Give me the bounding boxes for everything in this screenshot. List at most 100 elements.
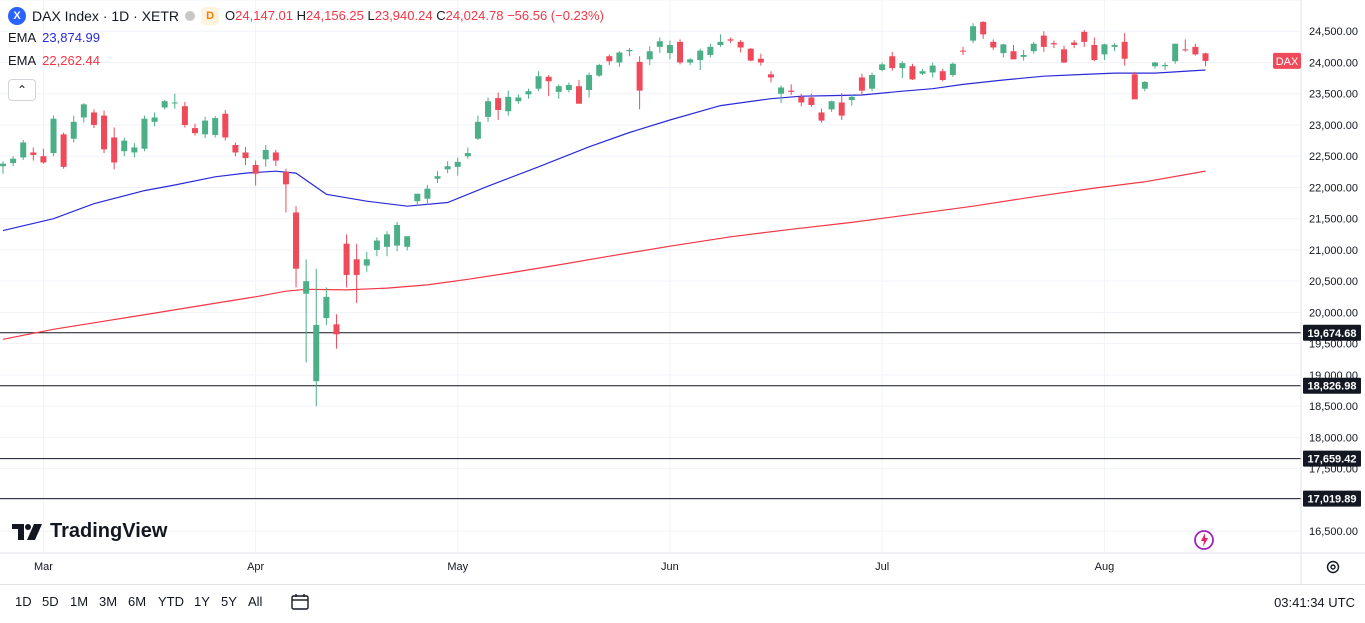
candle — [1121, 33, 1128, 66]
candle-body — [879, 64, 886, 70]
candle — [525, 88, 532, 99]
candle-body — [1000, 44, 1007, 54]
timeframe-ytd-button[interactable]: YTD — [158, 594, 184, 609]
candle — [505, 90, 512, 116]
candle-body — [80, 104, 87, 118]
price-axis[interactable]: 16,500.0017,000.0017,500.0018,000.0018,5… — [1309, 26, 1358, 538]
price-tick-label: 16,500.00 — [1309, 526, 1358, 538]
candle — [383, 231, 390, 257]
candle-body — [383, 234, 390, 247]
timeframe-6m-button[interactable]: 6M — [128, 594, 147, 609]
tradingview-logo[interactable]: TradingView — [12, 520, 167, 543]
candle-body — [636, 61, 643, 91]
price-chart[interactable]: 16,500.0017,000.0017,500.0018,000.0018,5… — [0, 0, 1365, 584]
candle — [889, 51, 896, 71]
symbol-title[interactable]: DAX Index · 1D · XETR — [32, 8, 180, 24]
candle — [869, 72, 876, 92]
ema-short-value: 23,874.99 — [42, 29, 101, 45]
ema-long-label: EMA — [8, 52, 37, 68]
candle-body — [323, 296, 330, 319]
candle-body — [697, 50, 704, 60]
candle — [363, 251, 370, 272]
candle — [50, 115, 57, 157]
collapse-legend-button[interactable]: ⌃ — [8, 79, 36, 101]
candle-body — [687, 59, 694, 63]
open-value: 24,147.01 — [235, 8, 294, 23]
candle-body — [343, 243, 350, 275]
candle-body — [282, 171, 289, 185]
ema-short-row[interactable]: EMA 23,874.99 — [8, 26, 604, 49]
candle — [697, 48, 704, 70]
price-tick-label: 23,000.00 — [1309, 120, 1358, 132]
candle-body — [495, 98, 502, 110]
symbol-row[interactable]: X DAX Index · 1D · XETR D O24,147.01 H24… — [8, 6, 604, 26]
candle-body — [1111, 44, 1118, 47]
candle-body — [565, 84, 572, 90]
candle-body — [858, 77, 865, 91]
ai-assistant-icon[interactable] — [1193, 529, 1215, 551]
price-tick-label: 20,000.00 — [1309, 307, 1358, 319]
candles — [0, 21, 1209, 407]
candle-body — [626, 49, 633, 52]
timeframe-3m-button[interactable]: 3M — [99, 594, 118, 609]
candle — [767, 71, 774, 83]
candle — [1192, 43, 1199, 56]
candle — [949, 62, 956, 77]
ema-long-row[interactable]: EMA 22,262.44 — [8, 49, 604, 72]
timeframe-5y-button[interactable]: 5Y — [221, 594, 237, 609]
candle — [1030, 41, 1037, 54]
ema-short-line — [2, 69, 1206, 232]
candle — [434, 171, 441, 184]
candle-body — [747, 48, 754, 61]
candle — [818, 108, 825, 123]
x-icon: X — [8, 7, 26, 25]
candle — [919, 68, 926, 75]
candle — [70, 115, 77, 143]
candle — [495, 92, 502, 120]
utc-clock[interactable]: 03:41:34 UTC — [1274, 595, 1355, 610]
candle — [1091, 37, 1098, 62]
low-label: L — [367, 8, 375, 23]
candle — [474, 115, 481, 140]
gear-icon[interactable] — [1325, 559, 1341, 575]
level-price-tag — [1303, 490, 1361, 507]
candle-body — [242, 152, 249, 159]
candle-body — [919, 71, 926, 74]
candle-body — [131, 147, 138, 153]
candle — [808, 93, 815, 107]
timeframe-1m-button[interactable]: 1M — [70, 594, 89, 609]
candle — [404, 236, 411, 251]
timeframe-5d-button[interactable]: 5D — [42, 594, 59, 609]
candle — [293, 206, 300, 288]
tradingview-logo-text: TradingView — [50, 520, 168, 542]
candle — [677, 39, 684, 65]
timeframe-1d-button[interactable]: 1D — [15, 594, 32, 609]
candle-body — [414, 193, 421, 202]
candle-body — [191, 128, 198, 134]
candle — [575, 79, 582, 104]
candle — [60, 132, 67, 169]
candle — [1010, 44, 1017, 60]
candle — [424, 184, 431, 205]
candle-body — [151, 117, 158, 122]
candle-body — [363, 259, 370, 266]
candle-body — [101, 115, 108, 150]
candle-body — [1202, 53, 1209, 61]
symbol-tag — [1273, 52, 1301, 69]
candle — [1141, 81, 1148, 92]
timeframe-all-button[interactable]: All — [248, 594, 263, 609]
time-tick-label: May — [447, 561, 468, 573]
calendar-range-icon[interactable] — [289, 592, 311, 612]
candle — [161, 99, 168, 110]
timeframe-1y-button[interactable]: 1Y — [194, 594, 210, 609]
candle-body — [394, 224, 401, 246]
candle-body — [474, 121, 481, 139]
candle — [687, 58, 694, 65]
time-axis[interactable]: Mar Apr May Jun Jul Aug — [34, 561, 1114, 573]
candle — [30, 147, 37, 161]
candle-body — [848, 96, 855, 100]
candle — [131, 143, 138, 158]
candle-body — [818, 112, 825, 121]
chevron-up-icon: ⌃ — [16, 83, 28, 97]
candle-body — [40, 156, 47, 163]
